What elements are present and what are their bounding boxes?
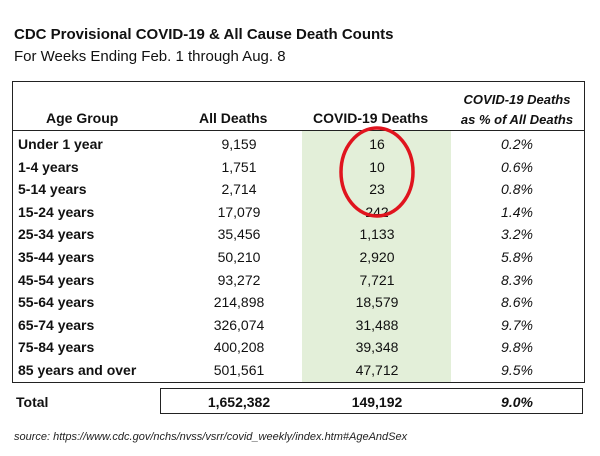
covid-deaths-cell: 18,579 (355, 294, 399, 311)
table-row: 15-24 years 17,079 242 1.4% (14, 201, 584, 223)
covid-pct-cell: 0.6% (501, 158, 533, 175)
table-frame (12, 81, 585, 383)
covid-deaths-cell: 23 (369, 181, 385, 198)
all-deaths-cell: 35,456 (217, 226, 261, 243)
table-row: 5-14 years 2,714 23 0.8% (14, 178, 584, 200)
covid-column-highlight (302, 130, 451, 382)
table-row: 25-34 years 35,456 1,133 3.2% (14, 223, 584, 245)
source-note: source: https://www.cdc.gov/nchs/nvss/vs… (14, 431, 408, 443)
all-deaths-cell: 501,561 (213, 362, 265, 378)
total-frame (160, 388, 583, 414)
age-group-cell: 15-24 years (18, 203, 95, 220)
covid-pct-cell: 9.8% (501, 339, 533, 356)
covid-pct-cell: 0.2% (501, 136, 533, 152)
all-deaths-cell: 326,074 (213, 316, 265, 333)
covid-deaths-cell: 2,920 (359, 249, 395, 265)
covid-deaths-cell: 10 (369, 158, 385, 175)
header-all-deaths: All Deaths (199, 110, 268, 126)
all-deaths-cell: 17,079 (217, 203, 261, 220)
covid-pct-cell: 3.2% (501, 226, 533, 243)
table-row: 35-44 years 50,210 2,920 5.8% (14, 246, 584, 268)
age-group-cell: 1-4 years (18, 158, 79, 175)
table-row: 45-54 years 93,272 7,721 8.3% (14, 269, 584, 291)
table-row: 1-4 years 1,751 10 0.6% (14, 156, 584, 178)
covid-pct-cell: 0.8% (501, 181, 533, 198)
total-covid-pct: 9.0% (501, 394, 533, 410)
covid-pct-cell: 9.7% (501, 316, 533, 333)
table-row: 85 years and over 501,561 47,712 9.5% (14, 359, 584, 381)
age-group-cell: 5-14 years (18, 181, 87, 198)
age-group-cell: 55-64 years (18, 294, 95, 311)
covid-deaths-cell: 7,721 (359, 271, 395, 288)
age-group-cell: 35-44 years (18, 249, 95, 265)
all-deaths-cell: 400,208 (213, 339, 265, 356)
all-deaths-cell: 2,714 (221, 181, 257, 198)
age-group-cell: 45-54 years (18, 271, 95, 288)
all-deaths-cell: 1,751 (221, 158, 257, 175)
covid-deaths-cell: 16 (369, 136, 385, 152)
header-covid-pct: COVID-19 Deaths as % of All Deaths (452, 90, 582, 130)
header-covid-deaths: COVID-19 Deaths (313, 110, 429, 126)
header-covid-pct-line1: COVID-19 Deaths (463, 92, 571, 107)
header-age-group: Age Group (46, 110, 119, 126)
page-subtitle: For Weeks Ending Feb. 1 through Aug. 8 (14, 48, 286, 65)
age-group-cell: 65-74 years (18, 316, 95, 333)
covid-pct-cell: 5.8% (501, 249, 533, 265)
total-label: Total (16, 394, 49, 410)
page-title: CDC Provisional COVID-19 & All Cause Dea… (14, 26, 394, 43)
age-group-cell: Under 1 year (18, 136, 103, 152)
age-group-cell: 25-34 years (18, 226, 95, 243)
total-covid-deaths: 149,192 (351, 394, 403, 410)
all-deaths-cell: 214,898 (213, 294, 265, 311)
age-group-cell: 75-84 years (18, 339, 95, 356)
covid-deaths-cell: 47,712 (355, 362, 399, 378)
table-row: 65-74 years 326,074 31,488 9.7% (14, 314, 584, 336)
covid-pct-cell: 8.6% (501, 294, 533, 311)
table-row: 55-64 years 214,898 18,579 8.6% (14, 291, 584, 313)
covid-deaths-cell: 39,348 (355, 339, 399, 356)
covid-pct-cell: 8.3% (501, 271, 533, 288)
covid-deaths-cell: 1,133 (359, 226, 395, 243)
total-all-deaths: 1,652,382 (207, 394, 271, 410)
age-group-cell: 85 years and over (18, 362, 137, 378)
all-deaths-cell: 93,272 (217, 271, 261, 288)
covid-pct-cell: 9.5% (501, 362, 533, 378)
table-row: Under 1 year 9,159 16 0.2% (14, 133, 584, 155)
table-row: 75-84 years 400,208 39,348 9.8% (14, 336, 584, 358)
covid-pct-cell: 1.4% (501, 203, 533, 220)
covid-deaths-cell: 31,488 (355, 316, 399, 333)
header-covid-pct-line2: as % of All Deaths (460, 112, 574, 127)
total-row: Total 1,652,382 149,192 9.0% (14, 391, 584, 413)
all-deaths-cell: 9,159 (221, 136, 257, 152)
header-divider (12, 130, 585, 131)
annotation-circle (339, 126, 415, 218)
all-deaths-cell: 50,210 (217, 249, 261, 265)
